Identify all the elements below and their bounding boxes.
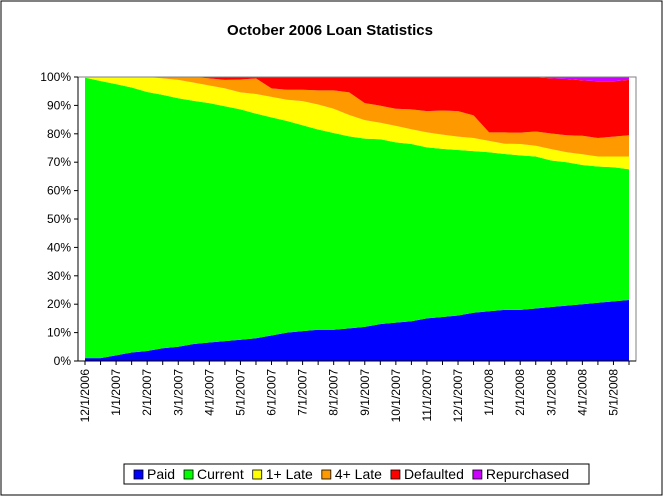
area-paid (85, 299, 629, 361)
y-tick-label: 30% (47, 269, 71, 283)
x-tick-label: 7/1/2007 (296, 369, 310, 416)
x-tick-label: 9/1/2007 (358, 369, 372, 416)
legend-swatch-1-late (252, 469, 263, 480)
y-tick-label: 90% (47, 98, 71, 112)
area-1-late (85, 77, 629, 170)
chart-title: October 2006 Loan Statistics (227, 22, 433, 39)
x-tick-label: 4/1/2007 (202, 369, 216, 416)
legend-swatch-current (183, 469, 194, 480)
y-tick-label: 10% (47, 326, 71, 340)
x-tick-label: 3/1/2007 (171, 369, 185, 416)
legend-label-4-late: 4+ Late (335, 466, 382, 482)
legend-label-paid: Paid (147, 466, 175, 482)
legend: Paid Current 1+ Late 4+ Late Defaulted Repurc… (123, 463, 590, 485)
area-defaulted (85, 77, 629, 139)
y-tick-label: 70% (47, 155, 71, 169)
x-tick-label: 5/1/2007 (233, 369, 247, 416)
x-tick-label: 12/1/2007 (451, 369, 465, 423)
x-tick-label: 2/1/2008 (513, 369, 527, 416)
axes: 0% 10% 20% 30% 40% 50% 60% 70% 80% 90% 100% 12/1/20… (40, 70, 637, 423)
legend-swatch-defaulted (390, 469, 401, 480)
legend-swatch-repurchased (472, 469, 483, 480)
area-4-late (85, 77, 629, 157)
y-tick-label: 60% (47, 184, 71, 198)
area-current (85, 77, 629, 359)
y-tick-label: 80% (47, 127, 71, 141)
legend-label-current: Current (197, 466, 244, 482)
x-tick-label: 3/1/2008 (544, 369, 558, 416)
y-tick-label: 50% (47, 212, 71, 226)
x-tick-label: 11/1/2007 (420, 369, 434, 422)
y-tick-label: 0% (54, 354, 72, 368)
x-tick-label: 6/1/2007 (265, 369, 279, 416)
x-tick-label: 8/1/2007 (327, 369, 341, 416)
x-tick-label: 5/1/2008 (606, 369, 620, 416)
x-tick-label: 1/1/2008 (482, 369, 496, 416)
y-tick-label: 100% (40, 70, 71, 84)
legend-swatch-paid (133, 469, 144, 480)
plot-area (78, 77, 636, 361)
x-tick-label: 2/1/2007 (140, 369, 154, 416)
x-tick-label: 12/1/2006 (78, 369, 92, 423)
x-tick-label: 4/1/2008 (575, 369, 589, 416)
legend-label-repurchased: Repurchased (486, 466, 569, 482)
legend-label-1-late: 1+ Late (266, 466, 313, 482)
y-tick-label: 40% (47, 240, 71, 254)
legend-swatch-4-late (321, 469, 332, 480)
legend-label-defaulted: Defaulted (404, 466, 464, 482)
x-tick-label: 10/1/2007 (389, 369, 403, 423)
y-tick-label: 20% (47, 297, 71, 311)
x-tick-label: 1/1/2007 (109, 369, 123, 416)
